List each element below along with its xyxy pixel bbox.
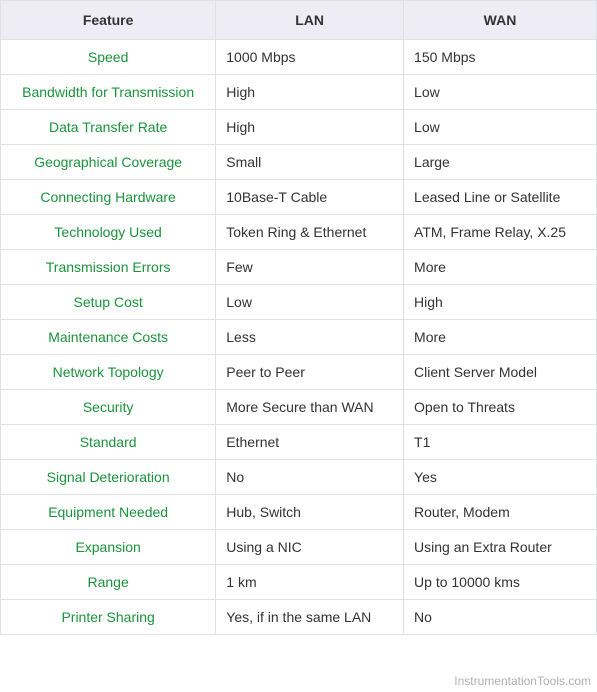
lan-value: High <box>216 110 404 145</box>
header-lan: LAN <box>216 1 404 40</box>
table-row: Equipment Needed Hub, Switch Router, Mod… <box>1 495 597 530</box>
lan-value: 1 km <box>216 565 404 600</box>
lan-value: Small <box>216 145 404 180</box>
wan-value: Router, Modem <box>404 495 597 530</box>
feature-label: Signal Deterioration <box>1 460 216 495</box>
table-row: Setup Cost Low High <box>1 285 597 320</box>
wan-value: T1 <box>404 425 597 460</box>
feature-label: Printer Sharing <box>1 600 216 635</box>
table-row: Data Transfer Rate High Low <box>1 110 597 145</box>
lan-value: Peer to Peer <box>216 355 404 390</box>
feature-label: Maintenance Costs <box>1 320 216 355</box>
watermark-text: InstrumentationTools.com <box>454 674 591 688</box>
table-row: Expansion Using a NIC Using an Extra Rou… <box>1 530 597 565</box>
lan-value: Hub, Switch <box>216 495 404 530</box>
comparison-table: Feature LAN WAN Speed 1000 Mbps 150 Mbps… <box>0 0 597 635</box>
feature-label: Security <box>1 390 216 425</box>
wan-value: Client Server Model <box>404 355 597 390</box>
table-row: Connecting Hardware 10Base-T Cable Lease… <box>1 180 597 215</box>
wan-value: No <box>404 600 597 635</box>
wan-value: Large <box>404 145 597 180</box>
table-row: Geographical Coverage Small Large <box>1 145 597 180</box>
feature-label: Network Topology <box>1 355 216 390</box>
feature-label: Range <box>1 565 216 600</box>
table-row: Technology Used Token Ring & Ethernet AT… <box>1 215 597 250</box>
table-row: Signal Deterioration No Yes <box>1 460 597 495</box>
feature-label: Expansion <box>1 530 216 565</box>
lan-value: Yes, if in the same LAN <box>216 600 404 635</box>
wan-value: High <box>404 285 597 320</box>
wan-value: 150 Mbps <box>404 40 597 75</box>
table-row: Network Topology Peer to Peer Client Ser… <box>1 355 597 390</box>
lan-value: Low <box>216 285 404 320</box>
wan-value: Open to Threats <box>404 390 597 425</box>
lan-value: High <box>216 75 404 110</box>
table-row: Security More Secure than WAN Open to Th… <box>1 390 597 425</box>
table-row: Transmission Errors Few More <box>1 250 597 285</box>
table-header-row: Feature LAN WAN <box>1 1 597 40</box>
feature-label: Data Transfer Rate <box>1 110 216 145</box>
wan-value: Up to 10000 kms <box>404 565 597 600</box>
wan-value: Low <box>404 75 597 110</box>
wan-value: More <box>404 320 597 355</box>
feature-label: Geographical Coverage <box>1 145 216 180</box>
feature-label: Speed <box>1 40 216 75</box>
wan-value: ATM, Frame Relay, X.25 <box>404 215 597 250</box>
wan-value: Leased Line or Satellite <box>404 180 597 215</box>
wan-value: Using an Extra Router <box>404 530 597 565</box>
feature-label: Setup Cost <box>1 285 216 320</box>
lan-value: Ethernet <box>216 425 404 460</box>
table-row: Standard Ethernet T1 <box>1 425 597 460</box>
header-feature: Feature <box>1 1 216 40</box>
feature-label: Transmission Errors <box>1 250 216 285</box>
lan-value: No <box>216 460 404 495</box>
lan-value: Less <box>216 320 404 355</box>
feature-label: Standard <box>1 425 216 460</box>
table-row: Speed 1000 Mbps 150 Mbps <box>1 40 597 75</box>
lan-value: Few <box>216 250 404 285</box>
table-body: Speed 1000 Mbps 150 Mbps Bandwidth for T… <box>1 40 597 635</box>
feature-label: Bandwidth for Transmission <box>1 75 216 110</box>
table-row: Printer Sharing Yes, if in the same LAN … <box>1 600 597 635</box>
lan-value: Using a NIC <box>216 530 404 565</box>
table-row: Range 1 km Up to 10000 kms <box>1 565 597 600</box>
wan-value: Low <box>404 110 597 145</box>
table-row: Bandwidth for Transmission High Low <box>1 75 597 110</box>
feature-label: Connecting Hardware <box>1 180 216 215</box>
feature-label: Technology Used <box>1 215 216 250</box>
lan-value: Token Ring & Ethernet <box>216 215 404 250</box>
lan-value: 1000 Mbps <box>216 40 404 75</box>
table-row: Maintenance Costs Less More <box>1 320 597 355</box>
lan-value: 10Base-T Cable <box>216 180 404 215</box>
lan-value: More Secure than WAN <box>216 390 404 425</box>
wan-value: More <box>404 250 597 285</box>
header-wan: WAN <box>404 1 597 40</box>
feature-label: Equipment Needed <box>1 495 216 530</box>
wan-value: Yes <box>404 460 597 495</box>
